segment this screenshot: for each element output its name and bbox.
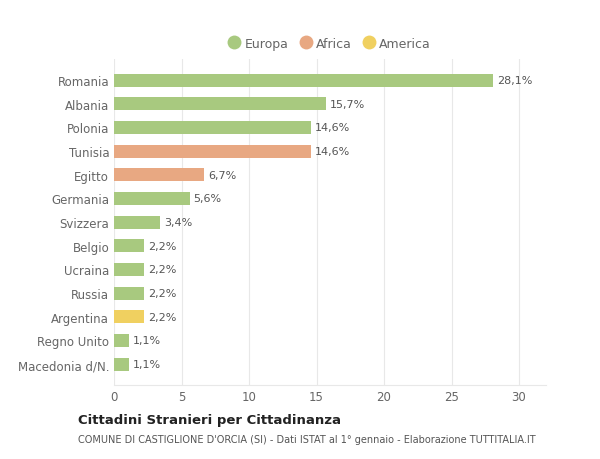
Bar xyxy=(114,98,326,111)
Bar xyxy=(114,311,144,324)
Bar xyxy=(114,263,144,276)
Text: 2,2%: 2,2% xyxy=(148,265,176,275)
Bar xyxy=(114,287,144,300)
Text: Cittadini Stranieri per Cittadinanza: Cittadini Stranieri per Cittadinanza xyxy=(78,413,341,426)
Bar xyxy=(114,169,205,182)
Text: 2,2%: 2,2% xyxy=(148,241,176,251)
Text: 1,1%: 1,1% xyxy=(133,336,161,346)
Text: 2,2%: 2,2% xyxy=(148,288,176,298)
Text: 15,7%: 15,7% xyxy=(330,100,365,110)
Text: 14,6%: 14,6% xyxy=(315,123,350,133)
Text: 2,2%: 2,2% xyxy=(148,312,176,322)
Bar xyxy=(114,216,160,229)
Bar xyxy=(114,334,129,347)
Text: 6,7%: 6,7% xyxy=(209,170,237,180)
Bar xyxy=(114,122,311,134)
Text: 28,1%: 28,1% xyxy=(497,76,533,86)
Text: 1,1%: 1,1% xyxy=(133,359,161,369)
Text: COMUNE DI CASTIGLIONE D'ORCIA (SI) - Dati ISTAT al 1° gennaio - Elaborazione TUT: COMUNE DI CASTIGLIONE D'ORCIA (SI) - Dat… xyxy=(78,434,536,444)
Text: 5,6%: 5,6% xyxy=(194,194,222,204)
Legend: Europa, Africa, America: Europa, Africa, America xyxy=(224,34,436,56)
Bar xyxy=(114,358,129,371)
Bar xyxy=(114,146,311,158)
Text: 3,4%: 3,4% xyxy=(164,218,192,228)
Bar xyxy=(114,74,493,88)
Text: 14,6%: 14,6% xyxy=(315,147,350,157)
Bar xyxy=(114,192,190,206)
Bar xyxy=(114,240,144,253)
